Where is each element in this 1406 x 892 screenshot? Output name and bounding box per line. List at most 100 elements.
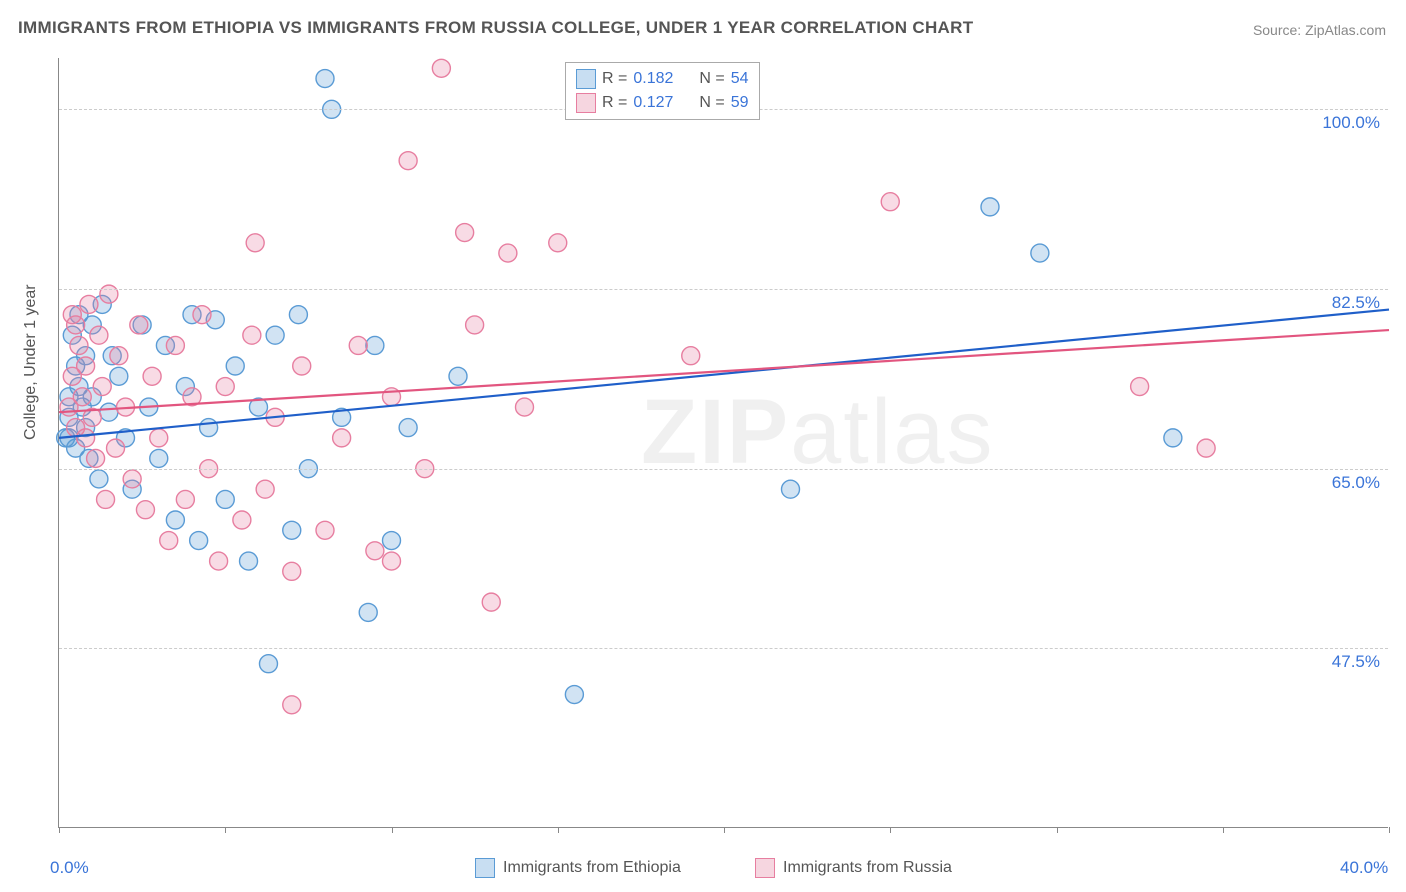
x-tick <box>392 827 393 833</box>
data-point <box>259 655 277 673</box>
data-point <box>110 347 128 365</box>
n-value: 59 <box>731 91 749 115</box>
data-point <box>107 439 125 457</box>
trend-line <box>59 330 1389 412</box>
data-point <box>256 480 274 498</box>
data-point <box>193 306 211 324</box>
data-point <box>87 449 105 467</box>
data-point <box>130 316 148 334</box>
data-point <box>243 326 261 344</box>
data-point <box>240 552 258 570</box>
gridline <box>59 469 1388 470</box>
data-point <box>283 521 301 539</box>
data-point <box>166 336 184 354</box>
data-point <box>782 480 800 498</box>
x-tick <box>890 827 891 833</box>
chart-title: IMMIGRANTS FROM ETHIOPIA VS IMMIGRANTS F… <box>18 18 973 38</box>
legend-stats-row: R =0.127N =59 <box>576 91 749 115</box>
data-point <box>1031 244 1049 262</box>
data-point <box>881 193 899 211</box>
data-point <box>233 511 251 529</box>
data-point <box>366 336 384 354</box>
data-point <box>73 388 91 406</box>
y-tick-label: 100.0% <box>1322 113 1380 133</box>
y-axis-title: College, Under 1 year <box>22 284 40 440</box>
data-point <box>77 429 95 447</box>
data-point <box>123 470 141 488</box>
data-point <box>77 357 95 375</box>
data-point <box>100 403 118 421</box>
r-label: R = <box>602 67 627 91</box>
x-tick <box>558 827 559 833</box>
data-point <box>110 367 128 385</box>
data-point <box>1197 439 1215 457</box>
data-point <box>190 532 208 550</box>
x-axis-max-label: 40.0% <box>1340 858 1388 878</box>
data-point <box>399 419 417 437</box>
x-tick <box>59 827 60 833</box>
data-point <box>216 378 234 396</box>
legend-stats-box: R =0.182N =54R =0.127N =59 <box>565 62 760 120</box>
data-point <box>246 234 264 252</box>
legend-series-entry: Immigrants from Ethiopia <box>475 858 681 878</box>
data-point <box>383 532 401 550</box>
data-point <box>160 532 178 550</box>
data-point <box>456 224 474 242</box>
data-point <box>499 244 517 262</box>
n-label: N = <box>699 67 724 91</box>
data-point <box>226 357 244 375</box>
data-point <box>150 429 168 447</box>
legend-swatch <box>475 858 495 878</box>
legend-swatch <box>755 858 775 878</box>
r-label: R = <box>602 91 627 115</box>
data-point <box>366 542 384 560</box>
data-point <box>80 295 98 313</box>
data-point <box>359 603 377 621</box>
data-point <box>549 234 567 252</box>
y-tick-label: 82.5% <box>1332 293 1380 313</box>
legend-swatch <box>576 93 596 113</box>
data-point <box>200 419 218 437</box>
data-point <box>150 449 168 467</box>
data-point <box>516 398 534 416</box>
data-point <box>333 429 351 447</box>
data-point <box>399 152 417 170</box>
data-point <box>176 490 194 508</box>
x-tick <box>225 827 226 833</box>
data-point <box>93 378 111 396</box>
data-point <box>682 347 700 365</box>
data-point <box>482 593 500 611</box>
data-point <box>143 367 161 385</box>
data-point <box>216 490 234 508</box>
data-point <box>136 501 154 519</box>
x-tick <box>1389 827 1390 833</box>
data-point <box>289 306 307 324</box>
legend-swatch <box>576 69 596 89</box>
data-point <box>1164 429 1182 447</box>
x-tick <box>724 827 725 833</box>
data-point <box>63 306 81 324</box>
data-point <box>210 552 228 570</box>
data-point <box>166 511 184 529</box>
chart-container: IMMIGRANTS FROM ETHIOPIA VS IMMIGRANTS F… <box>0 0 1406 892</box>
data-point <box>565 686 583 704</box>
legend-series-entry: Immigrants from Russia <box>755 858 952 878</box>
y-tick-label: 65.0% <box>1332 473 1380 493</box>
data-point <box>316 70 334 88</box>
gridline <box>59 648 1388 649</box>
data-point <box>293 357 311 375</box>
plot-area: ZIPatlas 47.5%65.0%82.5%100.0% <box>58 58 1388 828</box>
data-point <box>90 326 108 344</box>
data-point <box>283 696 301 714</box>
source-label: Source: ZipAtlas.com <box>1253 22 1386 38</box>
x-axis-min-label: 0.0% <box>50 858 89 878</box>
x-tick <box>1223 827 1224 833</box>
data-point <box>266 326 284 344</box>
legend-series-label: Immigrants from Ethiopia <box>503 859 681 877</box>
data-point <box>1131 378 1149 396</box>
data-point <box>316 521 334 539</box>
data-point <box>383 552 401 570</box>
data-point <box>432 59 450 77</box>
x-tick <box>1057 827 1058 833</box>
gridline <box>59 289 1388 290</box>
